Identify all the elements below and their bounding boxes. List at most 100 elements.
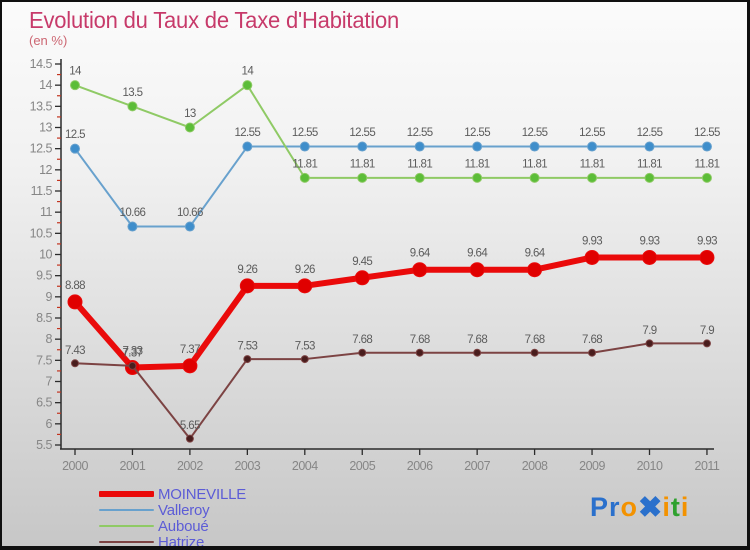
- data-point-valleroy: [644, 141, 655, 152]
- y-tick-label: 13: [39, 121, 52, 135]
- data-point-hatrize: [300, 355, 309, 364]
- data-point-valleroy: [127, 221, 138, 232]
- legend-swatch-valleroy: [99, 508, 154, 512]
- data-point-auboué: [644, 172, 655, 183]
- data-point-hatrize: [530, 348, 539, 357]
- y-tick-label: 13.5: [30, 99, 53, 113]
- data-label-moineville: 8.88: [65, 280, 85, 292]
- data-point-auboué: [184, 122, 195, 133]
- chart-title: Evolution du Taux de Taxe d'Habitation: [29, 7, 400, 33]
- data-label-valleroy: 10.66: [120, 207, 146, 219]
- x-tick-label: 2001: [120, 459, 146, 473]
- y-tick-label: 7.5: [36, 353, 52, 367]
- data-point-hatrize: [588, 348, 597, 357]
- logo-letter-1: r: [609, 492, 621, 522]
- x-tick-label: 2011: [695, 459, 720, 473]
- data-point-valleroy: [701, 141, 712, 152]
- data-label-auboué: 11.81: [292, 158, 317, 170]
- y-tick-label: 5.5: [36, 438, 52, 452]
- legend-swatch-auboué: [99, 524, 154, 528]
- data-label-hatrize: 7.53: [237, 341, 257, 353]
- data-point-hatrize: [71, 359, 79, 368]
- data-label-valleroy: 12.55: [349, 127, 375, 139]
- data-label-moineville: 9.64: [525, 248, 546, 260]
- legend-item-moineville: MOINEVILLE: [99, 486, 246, 502]
- data-point-valleroy: [299, 141, 310, 152]
- data-label-hatrize: 7.68: [352, 334, 372, 346]
- series-line-hatrize: [74, 342, 708, 440]
- data-point-auboué: [357, 172, 368, 183]
- logo-letter-0: P: [590, 492, 610, 522]
- data-point-hatrize: [473, 348, 482, 357]
- data-point-valleroy: [472, 141, 483, 152]
- data-label-valleroy: 12.55: [234, 127, 260, 139]
- series-line-moineville: [72, 254, 710, 371]
- data-label-hatrize: 7.53: [295, 341, 315, 353]
- data-label-moineville: 9.45: [352, 256, 372, 268]
- data-label-valleroy: 10.66: [177, 207, 203, 219]
- y-tick-label: 9: [46, 290, 53, 304]
- y-tick-label: 12.5: [30, 142, 53, 156]
- data-label-valleroy: 12.55: [522, 127, 548, 139]
- data-label-moineville: 9.93: [697, 235, 717, 247]
- data-point-auboué: [127, 101, 138, 112]
- logo-letter-3: ✖: [638, 492, 663, 524]
- y-tick-label: 12: [39, 163, 52, 177]
- chart-legend: MOINEVILLE Valleroy Auboué Hatrize: [99, 486, 246, 546]
- data-label-auboué: 13: [184, 108, 196, 120]
- y-tick-label: 7: [46, 375, 53, 389]
- data-label-hatrize: 7.37: [122, 347, 142, 359]
- data-point-auboué: [701, 172, 712, 183]
- data-label-hatrize: 7.68: [582, 334, 602, 346]
- data-label-hatrize: 7.9: [700, 325, 714, 337]
- data-point-moineville: [297, 278, 313, 294]
- data-label-auboué: 13.5: [122, 87, 142, 99]
- x-tick-label: 2006: [407, 459, 433, 473]
- line-chart: 5.5 6 6.5 7 7.5 8 8.5 9 9.5 10 10.5 11 11.5 12 12.5 13 1…: [30, 57, 721, 473]
- legend-item-auboué: Auboué: [99, 518, 246, 534]
- data-point-valleroy: [414, 141, 425, 152]
- data-label-hatrize: 7.68: [467, 334, 487, 346]
- data-point-moineville: [239, 278, 255, 294]
- series-line-valleroy: [74, 145, 708, 228]
- data-point-valleroy: [529, 141, 540, 152]
- data-point-hatrize: [645, 339, 654, 348]
- data-label-hatrize: 5.65: [180, 420, 200, 432]
- legend-item-valleroy: Valleroy: [99, 502, 246, 518]
- data-label-auboué: 11.81: [580, 158, 605, 170]
- data-label-valleroy: 12.55: [694, 127, 720, 139]
- data-point-moineville: [412, 262, 428, 278]
- x-tick-label: 2005: [349, 459, 375, 473]
- legend-label-moineville: MOINEVILLE: [158, 485, 247, 503]
- data-point-auboué: [414, 172, 425, 183]
- data-label-auboué: 11.81: [407, 158, 432, 170]
- data-label-moineville: 9.93: [582, 235, 602, 247]
- data-point-hatrize: [243, 355, 252, 364]
- data-label-moineville: 9.26: [237, 264, 257, 276]
- x-tick-label: 2004: [292, 459, 318, 473]
- data-label-hatrize: 7.9: [642, 325, 656, 337]
- data-point-hatrize: [415, 348, 424, 357]
- y-tick-label: 8.5: [36, 311, 52, 325]
- data-label-hatrize: 7.68: [525, 334, 545, 346]
- data-label-auboué: 11.81: [637, 158, 662, 170]
- data-label-auboué: 11.81: [694, 158, 719, 170]
- data-label-hatrize: 7.68: [410, 334, 430, 346]
- legend-item-hatrize: Hatrize: [99, 534, 246, 546]
- x-tick-label: 2010: [637, 459, 663, 473]
- data-label-moineville: 7.33: [122, 346, 142, 358]
- legend-swatch-moineville: [99, 491, 154, 497]
- legend-label-auboué: Auboué: [158, 517, 209, 535]
- data-label-auboué: 14: [69, 66, 82, 78]
- y-tick-label: 6: [46, 417, 53, 431]
- x-tick-label: 2007: [464, 459, 490, 473]
- data-label-moineville: 9.64: [410, 248, 431, 260]
- data-label-valleroy: 12.55: [637, 127, 663, 139]
- data-point-auboué: [472, 172, 483, 183]
- y-tick-label: 14.5: [30, 57, 53, 71]
- data-point-hatrize: [185, 434, 194, 443]
- x-tick-label: 2003: [234, 459, 260, 473]
- x-tick-label: 2002: [177, 459, 203, 473]
- data-label-auboué: 11.81: [350, 158, 375, 170]
